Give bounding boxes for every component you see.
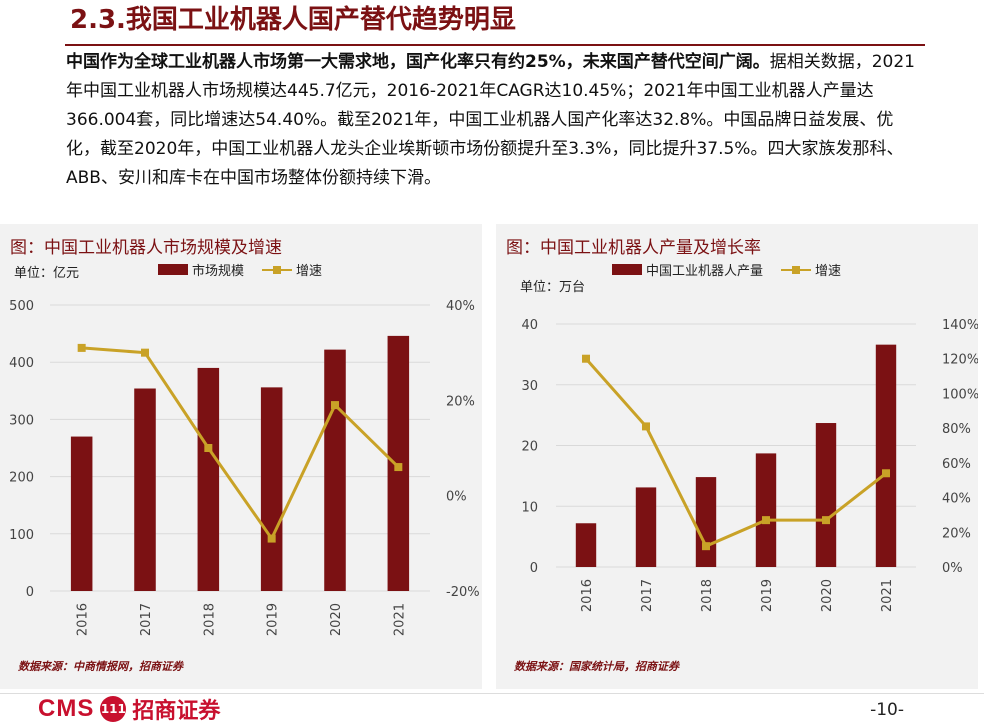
brand-logo: CMS 111 招商证券 (38, 694, 220, 724)
bar (695, 477, 717, 567)
chart-source: 数据来源：国家统计局，招商证券 (514, 660, 679, 673)
y-tick-right: 0% (446, 490, 467, 505)
growth-point (394, 463, 403, 472)
growth-point (822, 516, 830, 525)
x-tick-label: 2016 (580, 579, 595, 612)
legend-line-label: 增速 (296, 264, 323, 279)
x-tick-label: 2020 (329, 603, 344, 636)
y-tick-right: -20% (446, 585, 480, 600)
chart-unit: 单位：万台 (520, 280, 586, 295)
legend-line-swatch (781, 264, 812, 275)
bar (134, 388, 156, 591)
x-tick-label: 2019 (760, 579, 775, 612)
summary-paragraph: 中国作为全球工业机器人市场第一大需求地，国产化率只有约25%，未来国产替代空间广… (66, 48, 924, 193)
bar (815, 423, 837, 567)
growth-point (702, 542, 710, 551)
summary-lead: 中国作为全球工业机器人市场第一大需求地，国产化率只有约25%，未来国产替代空间广… (66, 52, 770, 72)
bar (575, 523, 597, 567)
title-divider (65, 44, 925, 46)
growth-point (882, 469, 890, 478)
chart-title: 图：中国工业机器人市场规模及增速 (10, 238, 282, 258)
summary-detail: 据相关数据，2021年中国工业机器人市场规模达445.7亿元，2016-2021… (66, 52, 915, 188)
y-tick-left: 10 (521, 500, 538, 515)
x-tick-label: 2018 (700, 579, 715, 612)
chart-legend: 中国工业机器人产量 增速 (612, 260, 841, 279)
y-tick-right: 40% (942, 492, 971, 507)
growth-point (642, 422, 650, 431)
chart-legend: 市场规模 增速 (158, 260, 322, 279)
y-tick-right: 60% (942, 457, 971, 472)
logo-chinese-name: 招商证券 (132, 699, 221, 724)
page-number: -10- (870, 700, 904, 720)
y-tick-right: 20% (446, 394, 475, 409)
legend-bar-swatch (612, 264, 642, 275)
y-tick-left: 30 (521, 379, 538, 394)
bar (755, 453, 777, 567)
bar (70, 436, 93, 591)
x-tick-label: 2019 (266, 603, 281, 636)
chart-source: 数据来源：中商情报网，招商证券 (18, 660, 183, 673)
legend-bar-swatch (158, 264, 188, 275)
production-chart: 0 10 20 30 40 0% 20% 40% 60% 80% 100% 120% 140% 2016 2… (521, 318, 978, 612)
x-tick-label: 2017 (139, 603, 154, 636)
x-tick-label: 2016 (76, 603, 91, 636)
y-tick-right: 20% (942, 526, 971, 541)
y-tick-right: 40% (446, 299, 475, 314)
page-title: 2.3.我国工业机器人国产替代趋势明显 (70, 5, 516, 35)
legend-line-label: 增速 (815, 264, 842, 279)
y-tick-right: 80% (942, 422, 971, 437)
bar (324, 349, 346, 591)
growth-point (141, 348, 149, 357)
growth-point (267, 534, 276, 543)
legend-line-swatch (262, 264, 293, 275)
y-tick-left: 400 (9, 356, 34, 371)
y-tick-left: 20 (521, 440, 538, 455)
growth-point (204, 444, 213, 452)
y-tick-right: 0% (942, 561, 963, 576)
legend-bar-label: 中国工业机器人产量 (646, 264, 764, 279)
y-tick-left: 40 (521, 318, 538, 333)
market-size-chart-panel: 图：中国工业机器人市场规模及增速 单位：亿元 市场规模 增速 0 100 200 30… (0, 224, 482, 689)
x-tick-label: 2020 (820, 579, 835, 612)
bar (260, 387, 283, 591)
growth-line (584, 357, 887, 549)
y-tick-left: 200 (9, 471, 34, 486)
y-tick-left: 100 (9, 528, 34, 543)
x-tick-label: 2018 (202, 603, 217, 636)
y-tick-right: 100% (942, 387, 978, 402)
legend-bar-label: 市场规模 (192, 264, 245, 279)
logo-wordmark: CMS (38, 695, 95, 722)
x-tick-label: 2021 (392, 603, 407, 636)
y-tick-left: 500 (9, 299, 34, 314)
bar (875, 344, 897, 567)
chart-unit: 单位：亿元 (14, 266, 80, 281)
y-tick-left: 300 (9, 413, 34, 428)
y-tick-right: 140% (942, 318, 978, 333)
growth-point (582, 354, 590, 363)
x-tick-label: 2017 (640, 579, 655, 612)
growth-line (81, 346, 400, 542)
footer-divider (0, 693, 984, 694)
logo-badge: 111 (100, 696, 127, 722)
growth-point (762, 516, 770, 525)
y-tick-right: 120% (942, 353, 978, 368)
bar (635, 487, 657, 567)
y-tick-left: 0 (26, 585, 34, 600)
chart-title: 图：中国工业机器人产量及增长率 (506, 238, 761, 258)
growth-point (331, 401, 339, 410)
production-chart-panel: 图：中国工业机器人产量及增长率 中国工业机器人产量 增速 单位：万台 0 10 20… (496, 224, 978, 689)
growth-point (77, 343, 86, 352)
bar (197, 367, 220, 591)
x-tick-label: 2021 (880, 579, 895, 612)
y-tick-left: 0 (530, 561, 538, 576)
market-size-chart: 0 100 200 300 400 500 -20% 0% 20% 40% 2016 2017 2018… (9, 299, 480, 636)
